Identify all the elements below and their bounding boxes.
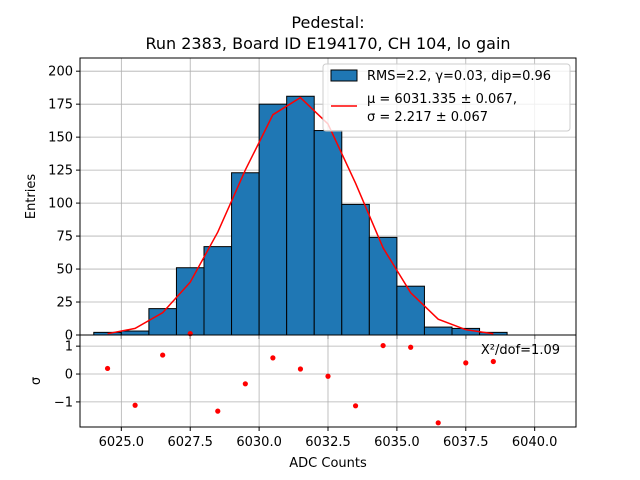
residual-point [435,420,441,426]
x-tick-label: 6035.0 [374,435,420,450]
hist-y-tick-label: 25 [56,296,73,311]
x-tick-label: 6032.5 [305,435,351,450]
legend: RMS=2.2, γ=0.03, dip=0.96 μ = 6031.335 ±… [322,63,571,132]
legend-box [322,63,571,132]
chi2-annotation: X²/dof=1.09 [481,343,560,358]
residual-point [215,408,221,414]
hist-y-tick-label: 0 [65,329,73,344]
histogram-bar [258,103,288,336]
residual-point [132,402,138,408]
residual-point [463,360,469,366]
hist-y-tick-label: 125 [48,164,73,179]
histogram-y-axis-label: Entries [24,174,39,220]
legend-label-fit-line1: μ = 6031.335 ± 0.067, [367,92,517,107]
residual-point [297,366,304,372]
hist-y-tick-label: 200 [48,65,73,80]
histogram-bar [175,267,205,336]
res-y-tick-label: 1 [65,340,73,355]
x-tick-label: 6025.0 [99,435,145,450]
residual-point [352,403,359,409]
histogram-bar [368,236,398,336]
residual-point [325,373,331,379]
histogram-y-ticks: 0 25 50 75 100 125 150 175 200 [48,65,80,344]
residual-y-axis-label: σ [29,377,44,385]
residual-point [104,365,111,372]
residual-x-ticks: 6025.0 6027.5 6030.0 6032.5 6035.0 6037.5 6040… [99,427,558,450]
histogram-panel: 0 25 50 75 100 125 150 175 200 Entries RMS=2.2, … [24,57,577,344]
legend-swatch-bars [330,69,358,82]
residual-point [242,381,248,387]
chart-title: Pedestal: [291,13,364,32]
legend-label-fit-line2: σ = 2.217 ± 0.067 [367,110,488,125]
x-tick-label: 6037.5 [443,435,489,450]
histogram-bar [120,330,150,336]
histogram-bar [423,326,453,336]
chart-subtitle: Run 2383, Board ID E194170, CH 104, lo g… [145,34,510,53]
hist-y-tick-label: 100 [48,197,73,212]
histogram-bar [341,203,370,336]
residual-point [380,342,386,349]
residual-panel: −101 6025.0 6027.5 6030.0 6032.5 6035.0 6037.… [29,331,577,471]
x-axis-label: ADC Counts [289,456,367,471]
residual-point [408,344,414,350]
histogram-bar [313,130,343,336]
x-tick-label: 6040.0 [512,435,558,450]
residual-point [160,352,166,358]
histogram-bar [286,95,315,336]
res-y-tick-label: −1 [54,395,73,410]
hist-y-tick-label: 150 [48,131,73,146]
histogram-bar [396,285,425,336]
x-tick-label: 6030.0 [236,435,282,450]
residual-point [270,355,276,361]
hist-y-tick-label: 50 [56,263,73,278]
residual-point [490,358,496,365]
residual-y-ticks: −1 0 1 [54,340,80,410]
res-y-tick-label: 0 [65,368,73,383]
histogram-bar [203,246,233,336]
legend-label-bars: RMS=2.2, γ=0.03, dip=0.96 [367,69,551,84]
histogram-bar [231,172,260,336]
x-tick-label: 6027.5 [167,435,213,450]
fit-curve [107,96,494,335]
histogram-bars [93,95,508,336]
hist-y-tick-label: 175 [48,98,73,113]
hist-y-tick-label: 75 [56,230,73,245]
